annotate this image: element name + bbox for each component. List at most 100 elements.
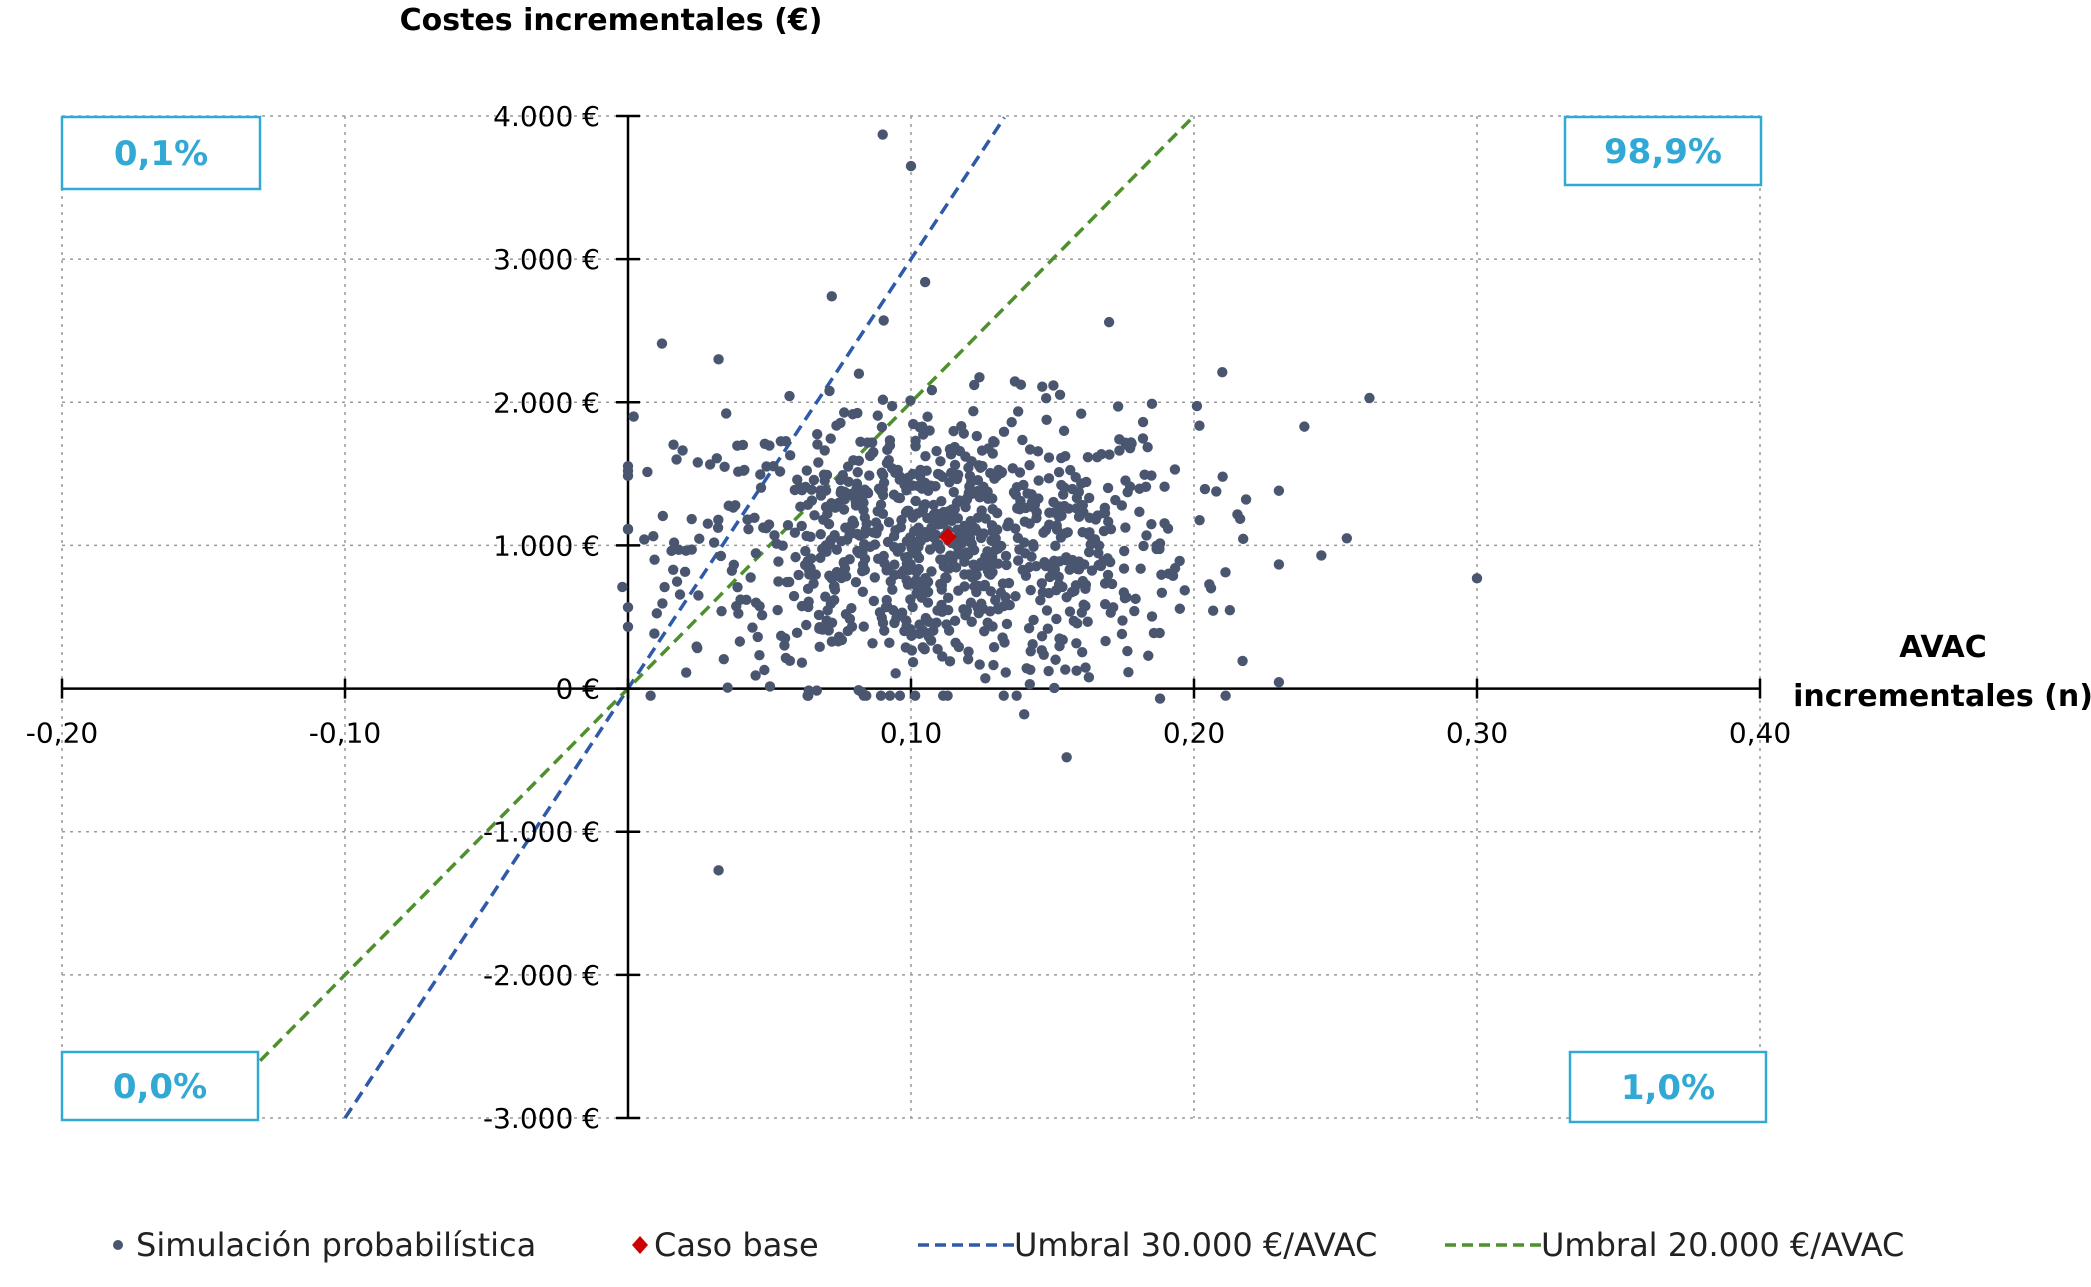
scatter-point (966, 538, 977, 549)
scatter-point (922, 628, 933, 639)
scatter-point (901, 558, 913, 569)
scatter-point (686, 513, 697, 525)
scatter-point (875, 499, 887, 510)
scatter-point (1036, 578, 1048, 589)
scatter-point (671, 454, 682, 465)
scatter-point (813, 457, 824, 468)
scatter-point (1012, 555, 1024, 566)
scatter-point (752, 631, 763, 643)
scatter-point (1146, 398, 1158, 410)
scatter-point (928, 509, 940, 520)
scatter-point (1122, 486, 1133, 498)
scatter-point (1004, 599, 1015, 611)
scatter-point (1006, 416, 1017, 428)
scatter-point (813, 609, 825, 621)
scatter-point (853, 368, 865, 379)
scatter-point (940, 515, 951, 526)
scatter-point (958, 428, 970, 439)
scatter-point (1017, 564, 1028, 576)
scatter-point (864, 470, 875, 481)
scatter-point (790, 551, 801, 563)
scatter-point (872, 410, 883, 421)
scatter-point (848, 455, 859, 466)
scatter-point (796, 657, 808, 668)
scatter-point (1083, 672, 1095, 683)
scatter-point (1068, 615, 1080, 627)
quadrant-box-bottom-left (60, 1050, 260, 1122)
scatter-point (1099, 598, 1111, 610)
scatter-point (887, 584, 898, 595)
scatter-point (1048, 380, 1059, 391)
scatter-point (1054, 389, 1066, 400)
scatter-point (1299, 421, 1310, 432)
scatter-point (657, 510, 669, 522)
scatter-point (750, 548, 762, 559)
scatter-point (801, 465, 812, 476)
scatter-point (988, 659, 999, 671)
scatter-point (708, 537, 720, 548)
scatter-point (902, 472, 914, 483)
scatter-point (826, 291, 837, 302)
scatter-point (1316, 550, 1327, 561)
scatter-point (1098, 507, 1109, 519)
scatter-point (918, 576, 929, 588)
threshold-line (343, 116, 1006, 1119)
scatter-point (802, 555, 813, 567)
scatter-point (1096, 449, 1107, 460)
scatter-point (1124, 442, 1136, 454)
scatter-point (628, 411, 639, 422)
scatter-point (931, 617, 942, 628)
scatter-point (1040, 393, 1052, 404)
scatter-point (890, 668, 901, 679)
scatter-point (1076, 646, 1088, 658)
scatter-point (805, 531, 816, 542)
scatter-point (1098, 525, 1110, 537)
scatter-point (1051, 520, 1062, 531)
scatter-point (883, 516, 895, 528)
scatter-point (881, 594, 892, 606)
scatter-point (812, 439, 823, 450)
scatter-point (969, 581, 980, 592)
scatter-point (1118, 563, 1130, 574)
scatter-point (976, 598, 987, 609)
scatter-point (992, 524, 1003, 535)
scatter-point (1118, 587, 1130, 598)
scatter-point (721, 408, 732, 419)
scatter-point (877, 489, 889, 501)
scatter-point (1050, 654, 1061, 665)
x-tick-label: 0,10 (880, 717, 942, 750)
scatter-point (883, 563, 894, 574)
y-tick-label: 3.000 € (493, 243, 600, 276)
scatter-point (1049, 682, 1060, 694)
scatter-point (617, 581, 628, 593)
scatter-point (1341, 533, 1353, 544)
scatter-point (846, 602, 857, 614)
scatter-point (829, 584, 841, 595)
x-axis-title-line1: AVAC (1899, 630, 1987, 665)
scatter-point (1028, 614, 1039, 626)
scatter-point (982, 617, 993, 628)
scatter-point (803, 690, 814, 701)
scatter-point (1138, 540, 1149, 552)
scatter-point (649, 628, 660, 639)
scatter-point (1217, 471, 1228, 482)
scatter-point (1036, 631, 1048, 642)
scatter-point (680, 667, 692, 678)
quadrant-box-top-right (1563, 115, 1763, 187)
scatter-point (747, 622, 758, 633)
scatter-point (905, 624, 916, 635)
scatter-point (1220, 690, 1231, 701)
scatter-point (901, 535, 913, 547)
scatter-point (910, 495, 921, 507)
scatter-point (764, 681, 776, 692)
scatter-point (1040, 560, 1051, 572)
scatter-point (1471, 573, 1483, 584)
scatter-point (956, 532, 967, 543)
scatter-point (1071, 638, 1082, 649)
scatter-point (1148, 627, 1160, 639)
scatter-point (809, 510, 820, 521)
scatter-point (755, 469, 766, 480)
scatter-point (692, 457, 703, 468)
scatter-point (1207, 605, 1219, 616)
scatter-point (995, 587, 1007, 598)
